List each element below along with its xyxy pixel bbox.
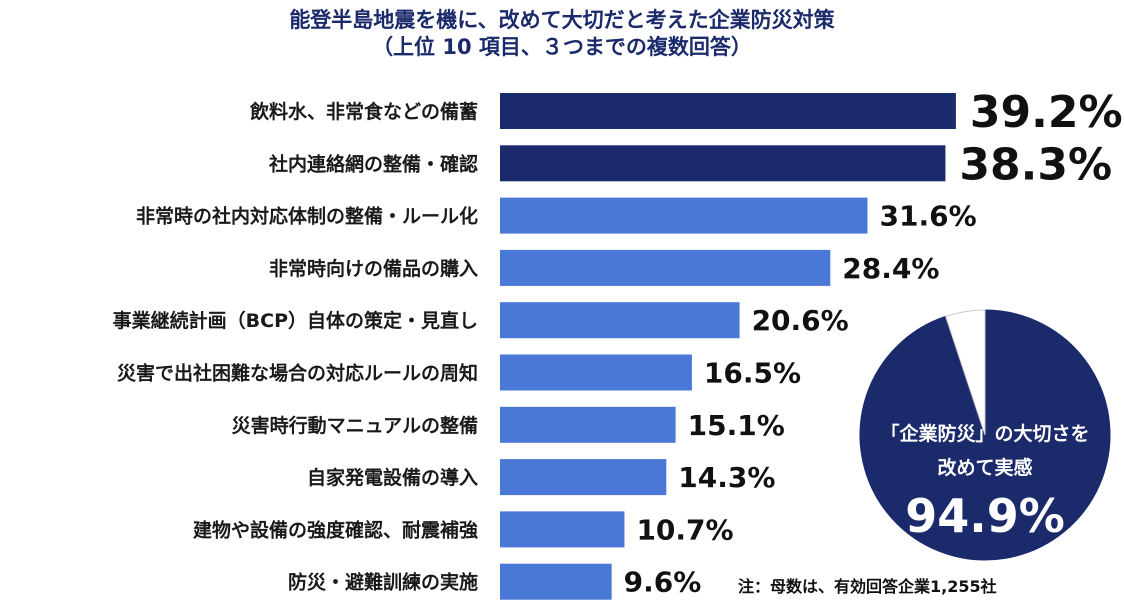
value-label: 14.3% xyxy=(678,461,775,494)
bar xyxy=(500,459,667,496)
value-label: 9.6% xyxy=(624,566,702,599)
value-label: 31.6% xyxy=(880,200,977,233)
category-label: 災害で出社困難な場合の対応ルールの周知 xyxy=(117,362,478,385)
bar xyxy=(500,511,625,548)
bar xyxy=(500,302,740,339)
category-label: 建物や設備の強度確認、耐震補強 xyxy=(193,518,478,541)
bar-group: 飲料水、非常食などの備蓄 39.2% 社内連絡網の整備・確認 38.3% 非常時の社内対… xyxy=(113,87,1123,600)
category-label: 非常時向けの備品の購入 xyxy=(269,257,478,280)
chart-subtitle: （上位 10 項目、３つまでの複数回答） xyxy=(372,35,752,59)
value-label: 15.1% xyxy=(688,409,785,442)
bar xyxy=(500,354,692,391)
value-label: 38.3% xyxy=(959,139,1112,190)
bar xyxy=(500,563,612,600)
pie-slice-rest xyxy=(944,309,986,436)
category-label: 災害時行動マニュアルの整備 xyxy=(232,414,478,437)
chart-title: 能登半島地震を機に、改めて大切だと考えた企業防災対策 xyxy=(289,8,835,32)
bar xyxy=(500,406,676,443)
bar xyxy=(500,197,868,234)
bar xyxy=(500,93,956,129)
bar xyxy=(500,249,831,286)
category-label: 自家発電設備の導入 xyxy=(307,466,478,489)
pie-chart: 「企業防災」の大切さを 改めて実感 94.9% xyxy=(859,309,1111,561)
category-label: 防災・避難訓練の実施 xyxy=(288,571,478,594)
bar xyxy=(500,145,946,182)
pie-label-line1: 「企業防災」の大切さを xyxy=(880,422,1089,445)
category-label: 事業継続計画（BCP）自体の策定・見直し xyxy=(113,309,478,332)
value-label: 10.7% xyxy=(636,513,733,546)
value-label: 16.5% xyxy=(704,357,801,390)
category-label: 非常時の社内対応体制の整備・ルール化 xyxy=(136,205,478,228)
category-label: 飲料水、非常食などの備蓄 xyxy=(249,100,478,123)
value-label: 28.4% xyxy=(842,252,939,285)
pie-label-line2: 改めて実感 xyxy=(937,456,1032,479)
category-label: 社内連絡網の整備・確認 xyxy=(268,152,478,175)
value-label: 20.6% xyxy=(752,304,849,337)
pie-value-label: 94.9% xyxy=(905,489,1065,543)
value-label: 39.2% xyxy=(970,87,1123,138)
footnote: 注：母数は、有効回答企業1,255社 xyxy=(738,577,997,596)
